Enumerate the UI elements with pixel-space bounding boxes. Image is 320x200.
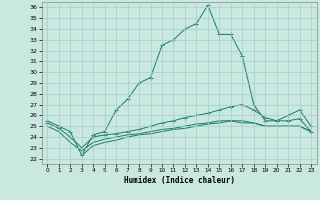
X-axis label: Humidex (Indice chaleur): Humidex (Indice chaleur) — [124, 176, 235, 185]
